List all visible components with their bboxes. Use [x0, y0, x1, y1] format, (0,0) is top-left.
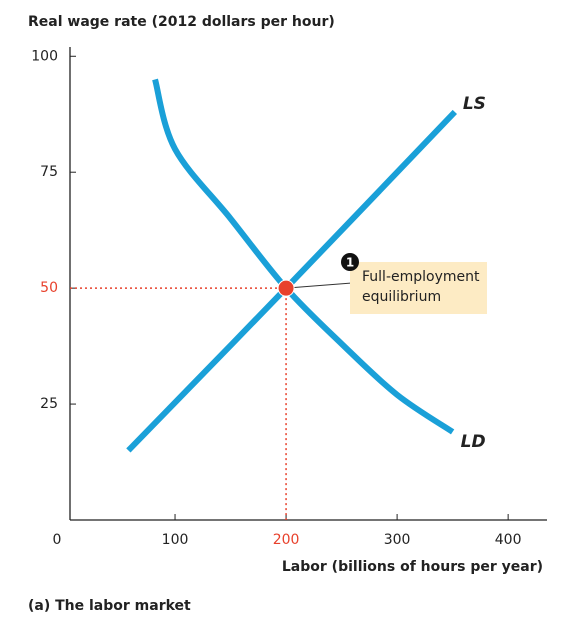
y-axis-title: Real wage rate (2012 dollars per hour) [28, 14, 335, 30]
callout-line [286, 282, 353, 289]
equilibrium-point [277, 279, 295, 297]
curve-label: LD [461, 432, 486, 452]
y-tick-label: 100 [31, 48, 58, 64]
annotation-line: Full-employment [362, 269, 480, 285]
x-tick-label: 400 [495, 532, 522, 548]
x-tick-label: 200 [273, 532, 300, 548]
x-tick-label: 100 [162, 532, 189, 548]
y-tick-label: 50 [40, 280, 58, 296]
caption: (a) The labor market [28, 598, 191, 614]
curve-label: LS [463, 94, 486, 114]
annotation-number: 1 [346, 256, 354, 270]
annotation-badge [341, 253, 359, 271]
x-tick-label: 300 [384, 532, 411, 548]
annotation-text: Full-employment equilibrium [362, 269, 480, 305]
y-tick-label: 75 [40, 164, 58, 180]
x-axis-title: Labor (billions of hours per year) [282, 559, 543, 575]
annotation-line: equilibrium [362, 289, 441, 305]
y-tick-label: 25 [40, 396, 58, 412]
x-tick-label: 0 [53, 532, 62, 548]
annotation-box [350, 262, 487, 314]
